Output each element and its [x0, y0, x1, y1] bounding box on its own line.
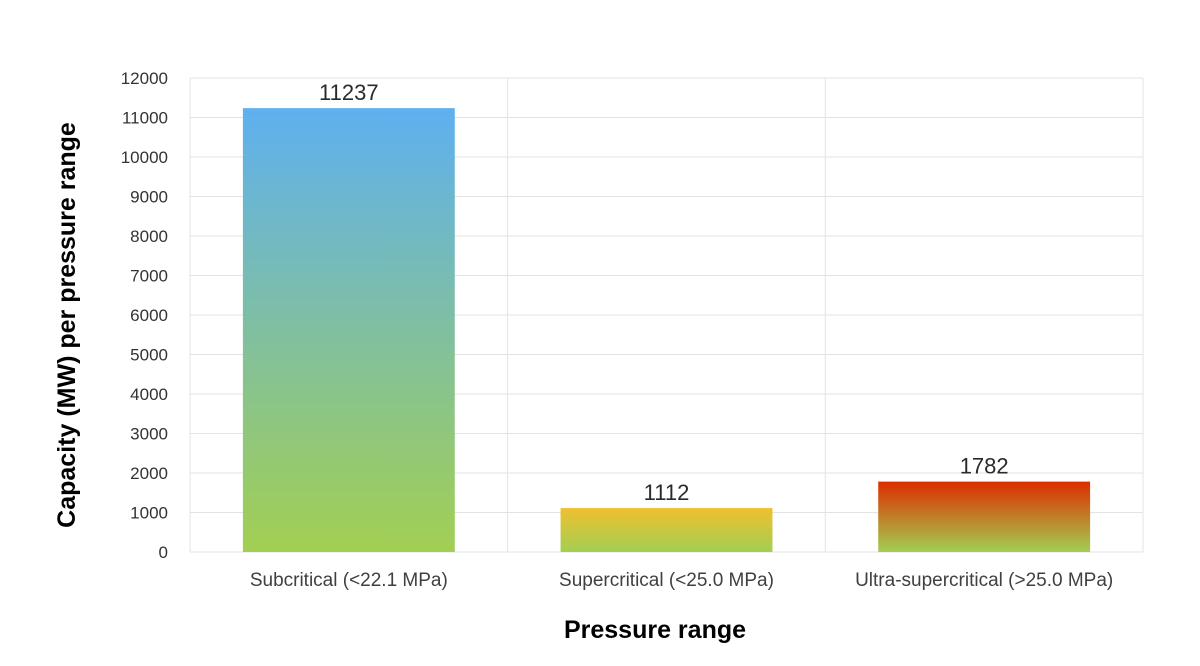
x-axis-ticks: Subcritical (<22.1 MPa) Supercritical (<2…	[250, 570, 1113, 591]
bar	[560, 508, 773, 552]
y-tick-label: 2000	[130, 464, 168, 483]
y-tick-label: 10000	[121, 148, 168, 167]
y-tick-label: 5000	[130, 346, 168, 365]
bars	[242, 108, 1091, 553]
y-tick-label: 0	[159, 543, 168, 562]
y-tick-label: 3000	[130, 425, 168, 444]
data-label: 11237	[319, 80, 379, 105]
y-tick-label: 12000	[121, 69, 168, 88]
bar	[242, 108, 455, 553]
y-tick-label: 4000	[130, 385, 168, 404]
bar	[878, 481, 1091, 552]
x-axis-title: Pressure range	[564, 616, 746, 644]
data-label: 1112	[644, 480, 690, 505]
x-tick-label: Supercritical (<25.0 MPa)	[559, 570, 774, 591]
y-tick-label: 6000	[130, 306, 168, 325]
data-labels: 11237 1112 1782	[319, 80, 1009, 505]
y-tick-label: 11000	[122, 109, 168, 128]
y-tick-label: 8000	[130, 227, 168, 246]
data-label: 1782	[960, 454, 1009, 479]
y-tick-label: 9000	[130, 188, 168, 207]
y-axis-ticks: 0 1000 2000 3000 4000 5000 6000 7000 8000 9000 100…	[121, 69, 168, 562]
y-axis-title: Capacity (MW) per pressure range	[53, 122, 81, 528]
x-tick-label: Ultra-supercritical (>25.0 MPa)	[855, 570, 1113, 591]
y-tick-label: 1000	[130, 504, 168, 523]
y-tick-label: 7000	[130, 267, 168, 286]
x-tick-label: Subcritical (<22.1 MPa)	[250, 570, 448, 591]
